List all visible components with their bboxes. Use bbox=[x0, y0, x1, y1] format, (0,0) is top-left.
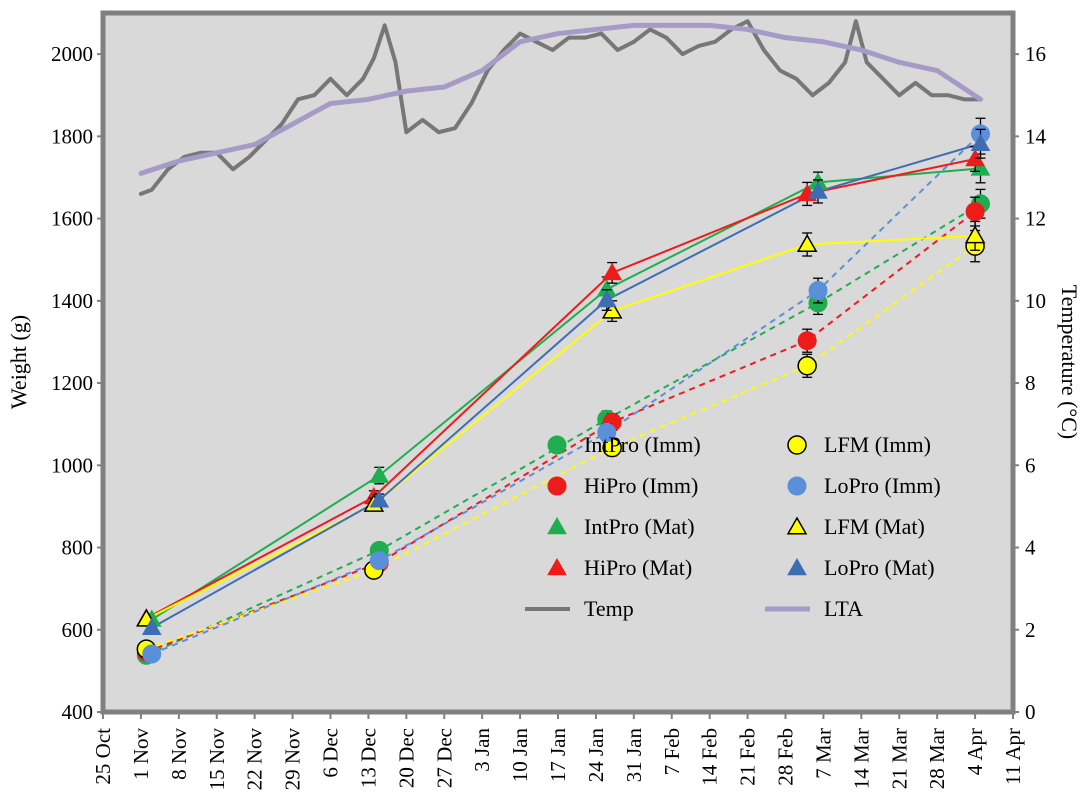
data-point-hipro-imm bbox=[797, 331, 817, 351]
x-tick-label: 20 Dec bbox=[394, 728, 418, 788]
legend-item-lopro-imm: LoPro (Imm) bbox=[787, 473, 941, 498]
data-point-lopro-mat bbox=[596, 289, 617, 308]
series-lopro-mat-marks bbox=[141, 128, 991, 635]
legend-swatch bbox=[787, 557, 807, 576]
data-point-lopro-imm bbox=[808, 281, 828, 301]
data-point-lfm-mat bbox=[964, 225, 986, 244]
x-tick-label: 7 Mar bbox=[811, 728, 835, 779]
x-tick-label: 14 Feb bbox=[698, 728, 722, 786]
data-point-lopro-imm bbox=[597, 422, 617, 442]
legend-label: HiPro (Mat) bbox=[584, 555, 692, 580]
y2-tick-label: 6 bbox=[1025, 453, 1036, 477]
legend-item-intpro-imm: IntPro (Imm) bbox=[547, 432, 701, 457]
y2-tick-label: 10 bbox=[1025, 289, 1046, 313]
series-lta bbox=[138, 22, 983, 176]
legend-label: LoPro (Imm) bbox=[824, 473, 941, 498]
legend-swatch bbox=[787, 435, 807, 455]
data-point-lfm-imm bbox=[797, 356, 817, 376]
x-tick-label: 6 Dec bbox=[319, 728, 343, 778]
y2-tick-label: 12 bbox=[1025, 207, 1046, 231]
legend-label: IntPro (Mat) bbox=[584, 514, 695, 539]
legend-item-lfm-mat: LFM (Mat) bbox=[786, 514, 925, 539]
x-tick-label: 11 Apr bbox=[1001, 728, 1025, 785]
x-tick-label: 13 Dec bbox=[356, 728, 380, 788]
legend-label: LoPro (Mat) bbox=[824, 555, 935, 580]
data-point-lopro-mat bbox=[970, 133, 991, 152]
x-tick-label: 7 Feb bbox=[660, 728, 684, 775]
data-point-hipro-mat bbox=[602, 262, 623, 281]
x-tick-label: 3 Jan bbox=[470, 728, 494, 772]
x-tick-label: 14 Mar bbox=[849, 728, 873, 789]
x-tick-label: 1 Nov bbox=[129, 728, 153, 780]
data-point-lopro-imm bbox=[369, 551, 389, 571]
x-tick-label: 17 Jan bbox=[546, 728, 570, 783]
x-tick-label: 28 Feb bbox=[774, 728, 798, 786]
plot-area bbox=[100, 10, 1016, 715]
legend-label: LFM (Imm) bbox=[824, 432, 931, 457]
x-tick-label: 25 Oct bbox=[91, 728, 115, 785]
x-tick-label: 22 Nov bbox=[243, 728, 267, 791]
y-tick-label: 1400 bbox=[51, 289, 93, 313]
x-tick-label: 10 Jan bbox=[508, 728, 532, 783]
legend-swatch bbox=[787, 476, 807, 496]
series-layer bbox=[136, 19, 991, 665]
legend-item-intpro-mat: IntPro (Mat) bbox=[547, 514, 695, 539]
data-point-lfm-mat bbox=[796, 233, 818, 252]
x-tick-label: 15 Nov bbox=[205, 728, 229, 791]
y-tick-label: 1800 bbox=[51, 124, 93, 148]
x-tick-label: 27 Dec bbox=[432, 728, 456, 788]
legend-item-hipro-mat: HiPro (Mat) bbox=[547, 555, 692, 580]
data-point-lopro-mat bbox=[808, 181, 828, 199]
y-tick-label: 600 bbox=[62, 618, 94, 642]
y2-axis-title: Temperature (°C) bbox=[1057, 285, 1082, 439]
legend-swatch bbox=[786, 516, 808, 535]
x-tick-label: 8 Nov bbox=[167, 728, 191, 780]
legend-label: IntPro (Imm) bbox=[584, 432, 701, 457]
y2-tick-label: 8 bbox=[1025, 371, 1036, 395]
y-axis-title: Weight (g) bbox=[6, 315, 31, 409]
x-tick-label: 28 Mar bbox=[925, 728, 949, 789]
y2-tick-label: 4 bbox=[1025, 536, 1036, 560]
y2-tick-label: 2 bbox=[1025, 618, 1036, 642]
y-tick-label: 1000 bbox=[51, 453, 93, 477]
legend-swatch bbox=[547, 516, 567, 535]
x-tick-label: 4 Apr bbox=[963, 728, 987, 775]
legend-item-lopro-mat: LoPro (Mat) bbox=[787, 555, 935, 580]
data-point-lopro-imm bbox=[142, 644, 162, 664]
series-line-lta bbox=[138, 22, 983, 176]
legend-label: LFM (Mat) bbox=[824, 514, 925, 539]
legend-item-lfm-imm: LFM (Imm) bbox=[787, 432, 931, 457]
data-point-lopro-mat bbox=[141, 617, 162, 635]
x-tick-label: 29 Nov bbox=[281, 728, 305, 791]
y-tick-label: 1600 bbox=[51, 207, 93, 231]
legend-label: Temp bbox=[584, 596, 634, 621]
y2-tick-label: 14 bbox=[1025, 124, 1047, 148]
y-tick-label: 400 bbox=[62, 700, 94, 724]
legend-label: LTA bbox=[824, 596, 863, 621]
legend: IntPro (Imm) HiPro (Imm) IntPro (Mat) HiPro… bbox=[525, 432, 941, 621]
y2-tick-label: 16 bbox=[1025, 42, 1046, 66]
y2-tick-label: 0 bbox=[1025, 700, 1036, 724]
data-point-intpro-mat bbox=[369, 465, 390, 483]
x-tick-label: 21 Mar bbox=[887, 728, 911, 789]
series-line-temp bbox=[138, 19, 983, 196]
y-tick-label: 1200 bbox=[51, 371, 93, 395]
data-point-hipro-imm bbox=[965, 202, 985, 222]
legend-label: HiPro (Imm) bbox=[584, 473, 698, 498]
x-tick-label: 24 Jan bbox=[584, 728, 608, 783]
legend-swatch bbox=[547, 476, 567, 496]
series-temp bbox=[138, 19, 983, 196]
x-tick-label: 31 Jan bbox=[622, 728, 646, 783]
data-point-lopro-mat bbox=[369, 490, 390, 508]
y-tick-label: 2000 bbox=[51, 42, 93, 66]
y-tick-label: 800 bbox=[62, 536, 94, 560]
legend-item-lta: LTA bbox=[765, 596, 863, 621]
legend-swatch bbox=[547, 435, 567, 455]
axes: 400 600 800 1000 1200 1400 1600 1800 2000 0 2 4 6 8 10… bbox=[51, 42, 1047, 790]
legend-item-hipro-imm: HiPro (Imm) bbox=[547, 473, 698, 498]
x-tick-label: 21 Feb bbox=[736, 728, 760, 786]
legend-swatch bbox=[547, 557, 567, 576]
legend-item-temp: Temp bbox=[525, 596, 634, 621]
